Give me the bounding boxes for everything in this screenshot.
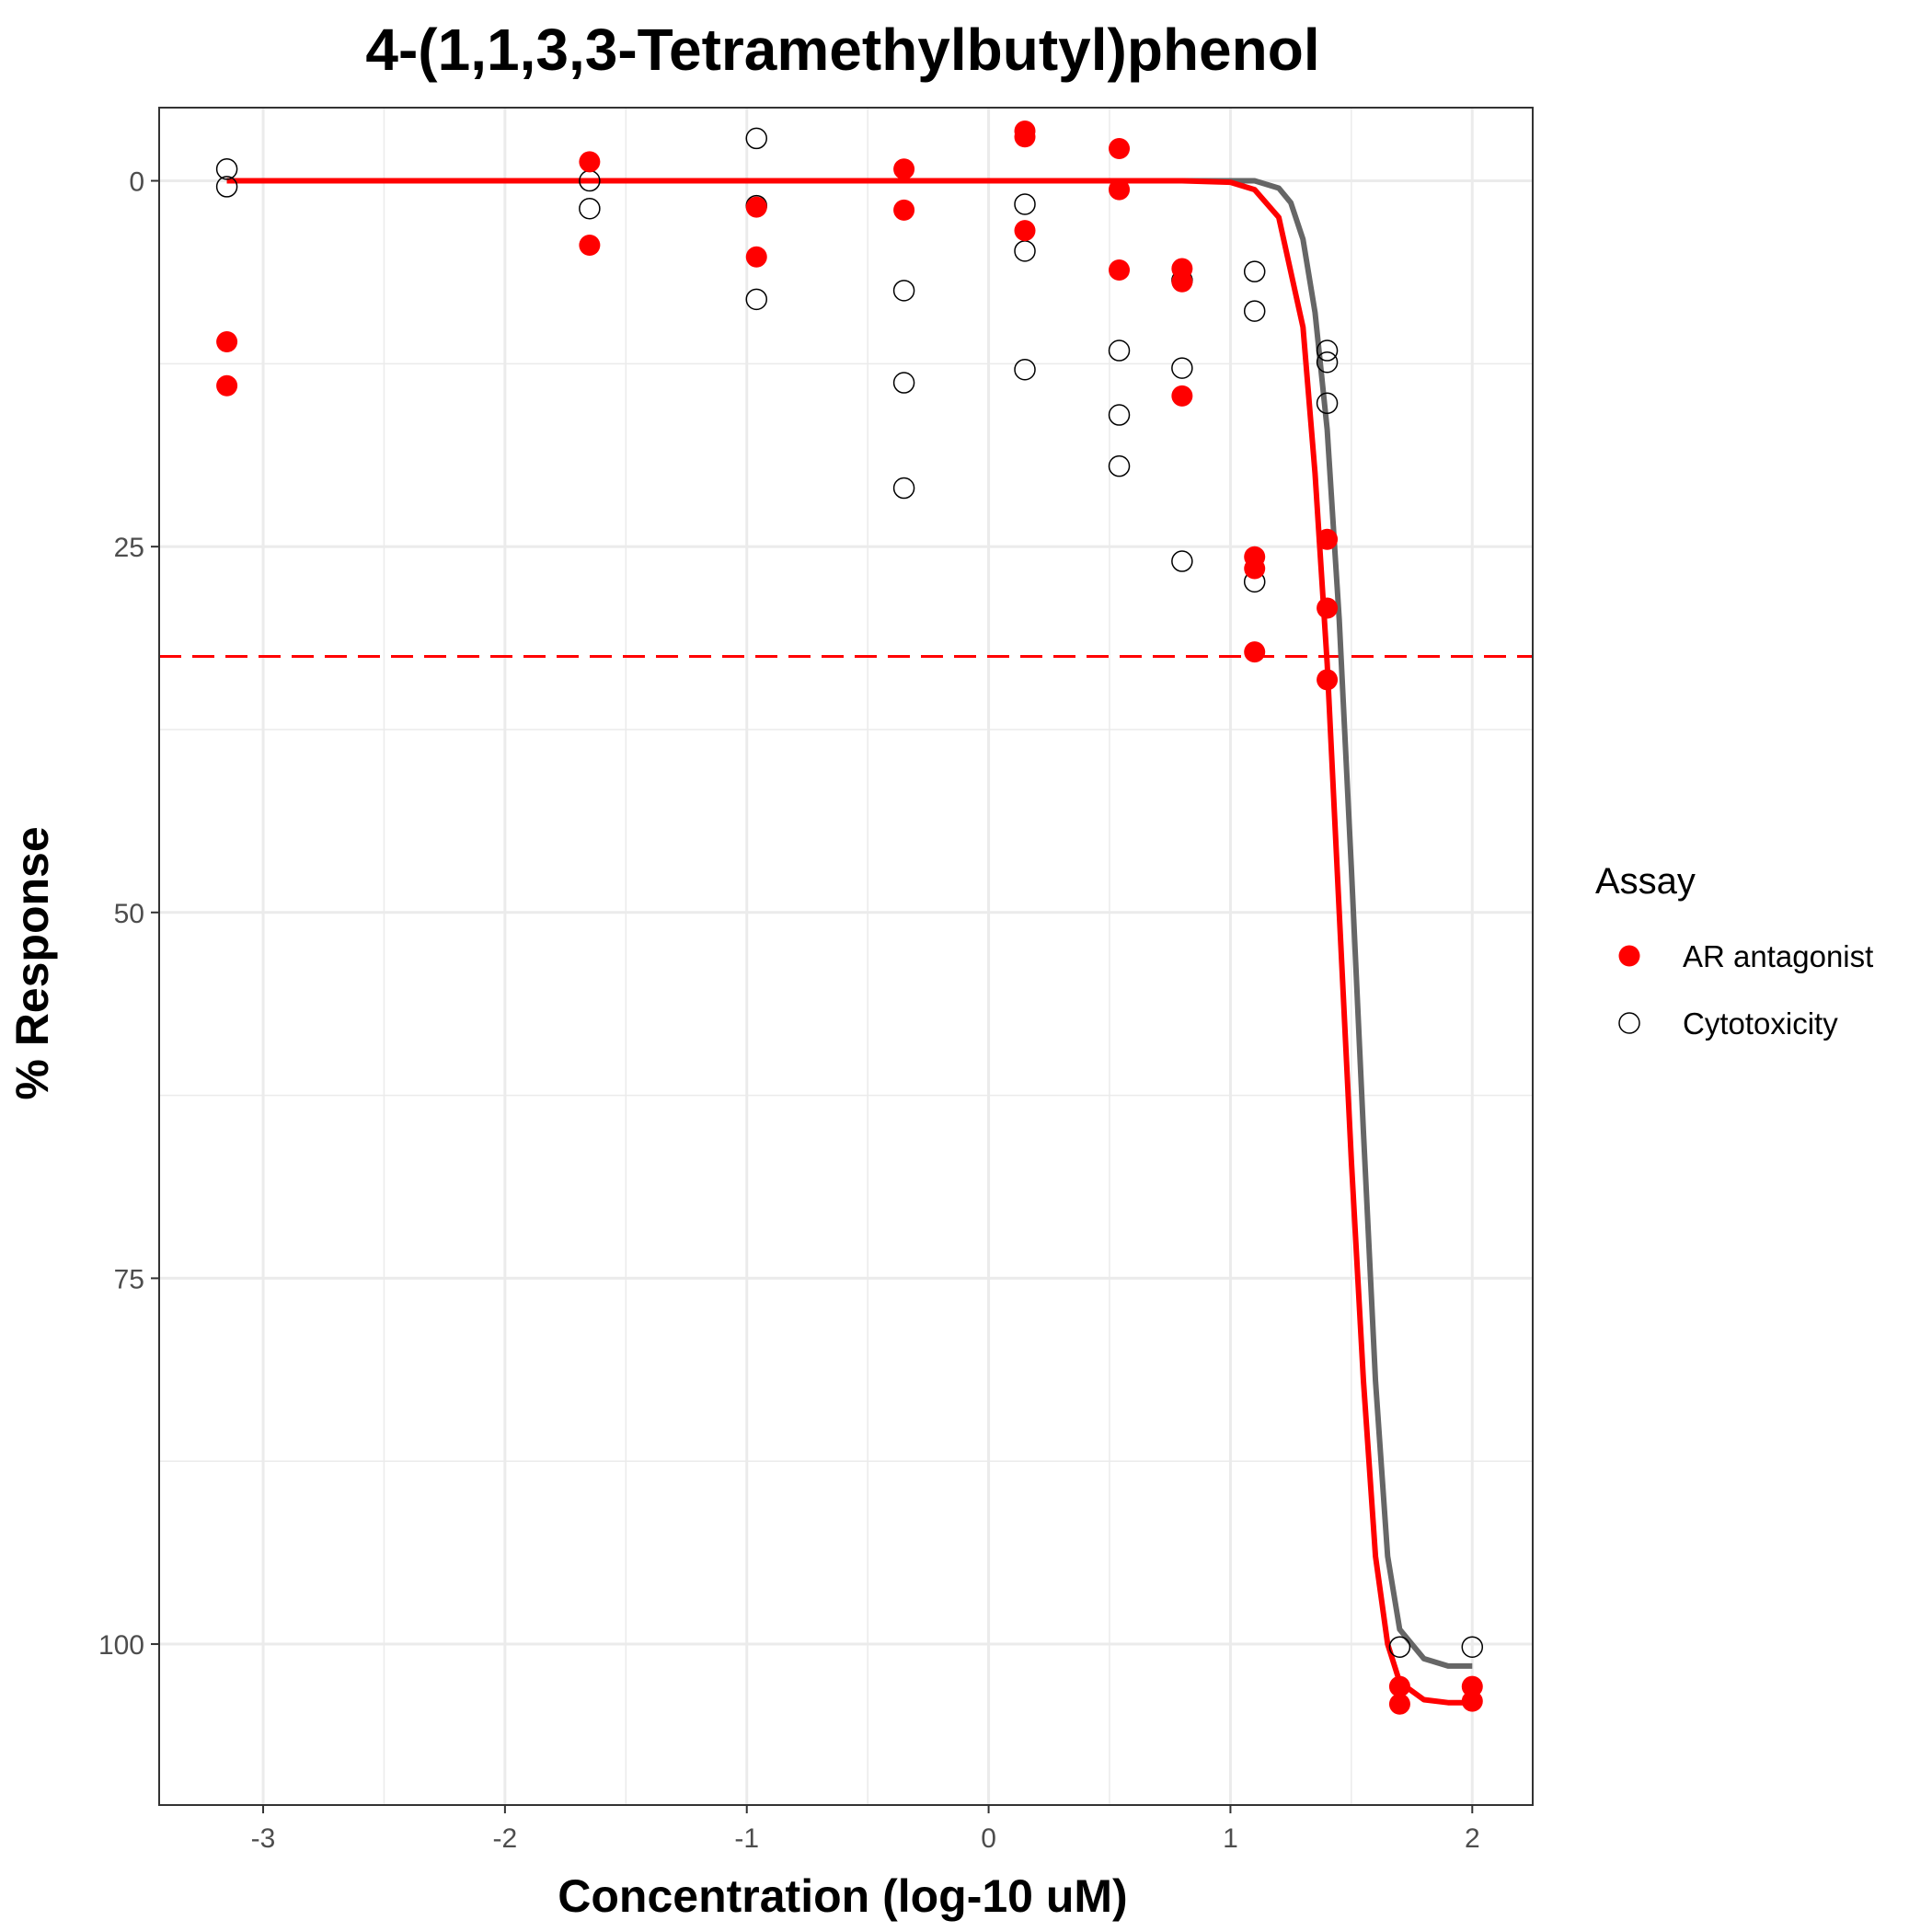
- curve-layer: [226, 178, 1473, 1706]
- x-tick-label: -1: [734, 1823, 759, 1854]
- point-ar-antagonist: [1171, 270, 1193, 293]
- point-cytotoxicity: [1108, 404, 1131, 426]
- point-cytotoxicity: [1316, 351, 1339, 374]
- panel-border: [158, 107, 1534, 1806]
- grid: [159, 108, 1533, 1805]
- x-tick-label: 0: [981, 1823, 996, 1854]
- point-cytotoxicity: [1171, 357, 1193, 379]
- point-ar-antagonist: [745, 246, 767, 268]
- chart-title: 4-(1,1,3,3-Tetramethylbutyl)phenol: [365, 17, 1319, 83]
- point-cytotoxicity: [1243, 260, 1266, 282]
- legend: Assay AR antagonist Cytotoxicity: [1595, 861, 1873, 1041]
- x-axis-ticks: -3 -2 -1 0 1 2: [251, 1805, 1480, 1854]
- point-cytotoxicity: [215, 176, 238, 198]
- point-layer: [215, 120, 1484, 1715]
- y-axis-ticks: 0 25 50 75 100: [98, 167, 159, 1661]
- point-cytotoxicity: [1316, 392, 1339, 415]
- point-ar-antagonist: [893, 199, 915, 221]
- point-ar-antagonist: [1461, 1690, 1483, 1712]
- point-cytotoxicity: [1316, 339, 1339, 362]
- point-ar-antagonist: [893, 158, 915, 180]
- legend-title: Assay: [1595, 861, 1696, 902]
- y-tick-label: 0: [129, 167, 144, 198]
- point-cytotoxicity: [579, 197, 601, 220]
- point-ar-antagonist: [1317, 528, 1339, 550]
- point-ar-antagonist: [1317, 669, 1339, 691]
- y-tick-label: 100: [98, 1630, 144, 1661]
- x-tick-label: 1: [1223, 1823, 1238, 1854]
- point-cytotoxicity: [215, 158, 238, 180]
- point-ar-antagonist: [1109, 178, 1131, 201]
- point-ar-antagonist: [1388, 1675, 1410, 1697]
- point-cytotoxicity: [745, 127, 767, 150]
- legend-label-cytotoxicity: Cytotoxicity: [1683, 1006, 1838, 1041]
- point-ar-antagonist: [579, 235, 601, 257]
- curve-ar-antagonist: [226, 178, 1473, 1706]
- point-ar-antagonist: [1109, 138, 1131, 160]
- point-ar-antagonist: [216, 374, 238, 397]
- point-ar-antagonist: [1244, 558, 1266, 580]
- point-cytotoxicity: [892, 372, 915, 394]
- y-tick-label: 75: [114, 1264, 144, 1294]
- x-tick-label: 2: [1465, 1823, 1480, 1854]
- point-ar-antagonist: [1461, 1675, 1483, 1697]
- point-ar-antagonist: [1014, 220, 1036, 242]
- point-ar-antagonist: [745, 196, 767, 218]
- point-cytotoxicity: [1243, 300, 1266, 322]
- x-tick-label: -3: [251, 1823, 276, 1854]
- curve-cytotoxicity: [226, 178, 1473, 1669]
- point-cytotoxicity: [1014, 193, 1036, 215]
- point-ar-antagonist: [579, 151, 601, 173]
- point-cytotoxicity: [1014, 240, 1036, 262]
- y-tick-label: 50: [114, 899, 144, 929]
- legend-label-ar-antagonist: AR antagonist: [1683, 939, 1873, 973]
- point-cytotoxicity: [892, 280, 915, 302]
- point-cytotoxicity: [745, 288, 767, 311]
- point-ar-antagonist: [1109, 259, 1131, 282]
- legend-items: AR antagonist Cytotoxicity: [1618, 939, 1873, 1041]
- legend-key-ar-antagonist: [1618, 945, 1640, 967]
- point-ar-antagonist: [1388, 1693, 1410, 1715]
- x-axis-title: Concentration (log-10 uM): [558, 1870, 1127, 1922]
- point-cytotoxicity: [1108, 339, 1131, 362]
- point-ar-antagonist: [216, 330, 238, 352]
- y-axis-title: % Response: [6, 826, 58, 1099]
- point-cytotoxicity: [1461, 1636, 1484, 1658]
- point-ar-antagonist: [1014, 126, 1036, 148]
- point-ar-antagonist: [1244, 641, 1266, 663]
- point-ar-antagonist: [1171, 385, 1193, 407]
- x-tick-label: -2: [493, 1823, 518, 1854]
- point-cytotoxicity: [892, 477, 915, 500]
- point-cytotoxicity: [1108, 454, 1131, 477]
- point-ar-antagonist: [1317, 597, 1339, 619]
- point-cytotoxicity: [1014, 358, 1036, 381]
- legend-key-cytotoxicity: [1618, 1012, 1640, 1034]
- point-cytotoxicity: [1388, 1636, 1411, 1658]
- point-cytotoxicity: [1171, 550, 1193, 572]
- y-tick-label: 25: [114, 533, 144, 563]
